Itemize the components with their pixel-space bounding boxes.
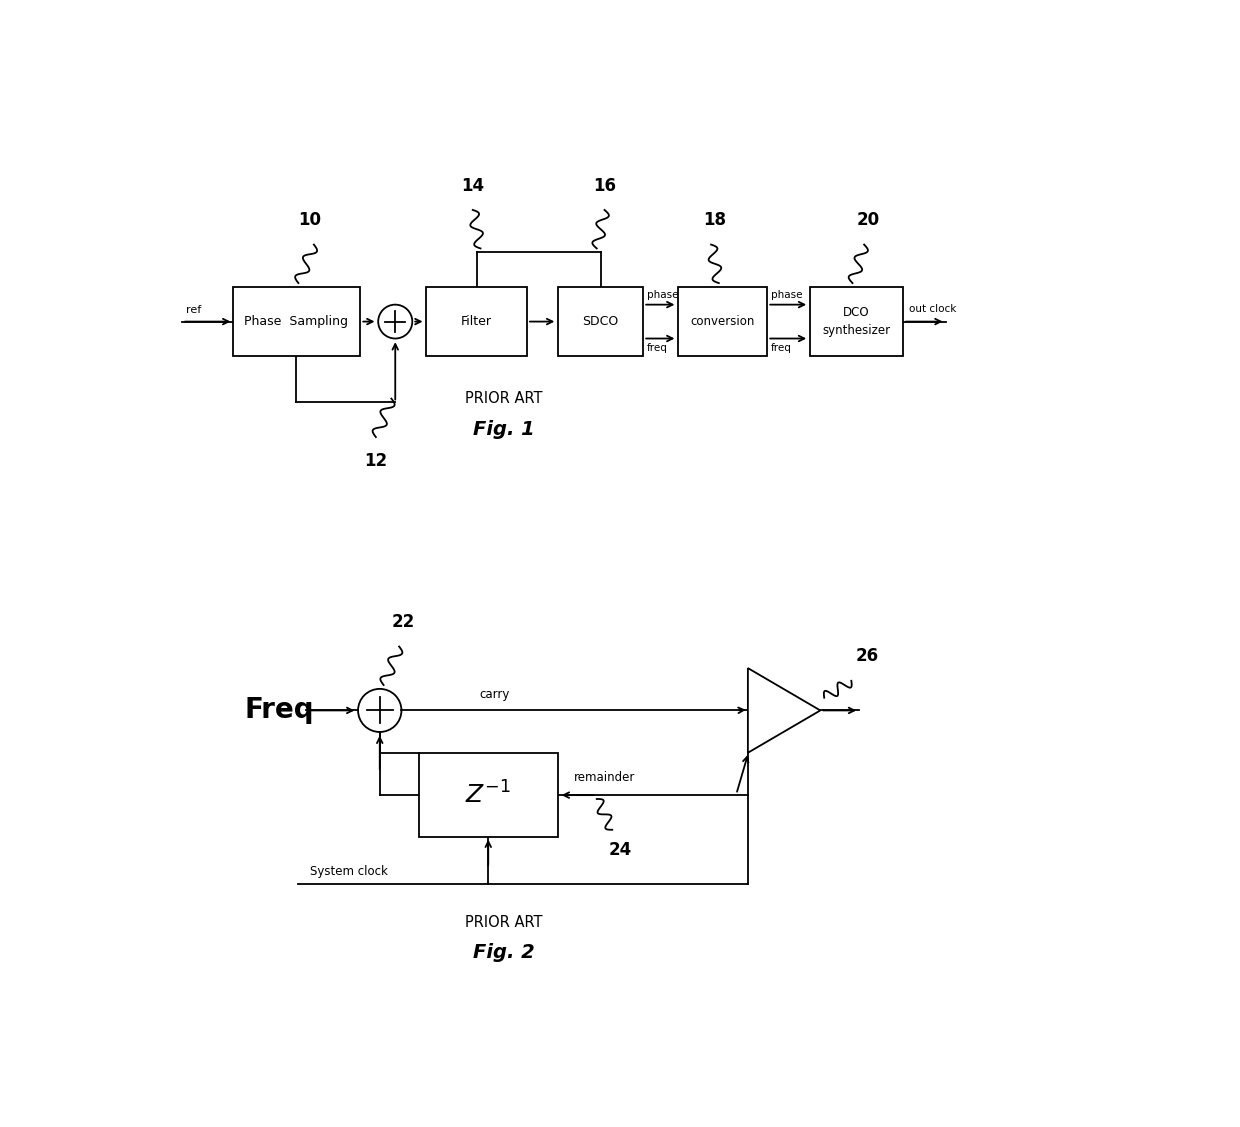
Text: 22: 22 — [392, 613, 414, 631]
Text: PRIOR ART: PRIOR ART — [465, 915, 543, 930]
Bar — [427, 287, 527, 356]
Bar — [233, 287, 361, 356]
Bar — [558, 287, 644, 356]
Text: 16: 16 — [593, 177, 616, 195]
Text: 24: 24 — [609, 842, 631, 859]
Text: ref: ref — [186, 305, 201, 316]
Text: 10: 10 — [299, 211, 321, 229]
Text: 18: 18 — [703, 211, 727, 229]
Text: System clock: System clock — [310, 864, 388, 878]
Text: remainder: remainder — [573, 771, 635, 783]
Polygon shape — [748, 668, 821, 753]
Text: SDCO: SDCO — [583, 316, 619, 328]
Text: Freq: Freq — [244, 696, 314, 725]
Text: conversion: conversion — [691, 316, 755, 328]
Text: carry: carry — [479, 689, 510, 701]
Text: 20: 20 — [857, 211, 879, 229]
Bar — [419, 753, 558, 837]
Text: Filter: Filter — [461, 316, 492, 328]
Text: freq: freq — [771, 343, 792, 353]
Text: PRIOR ART: PRIOR ART — [465, 391, 543, 406]
Text: synthesizer: synthesizer — [822, 325, 890, 337]
Text: phase: phase — [647, 290, 678, 300]
Text: Phase  Sampling: Phase Sampling — [244, 316, 348, 328]
Text: 12: 12 — [365, 452, 387, 470]
Bar — [810, 287, 903, 356]
Text: out clock: out clock — [909, 304, 956, 314]
Text: freq: freq — [647, 343, 668, 353]
Text: DCO: DCO — [843, 305, 869, 319]
Text: phase: phase — [771, 290, 802, 300]
Text: 14: 14 — [461, 177, 485, 195]
Bar — [678, 287, 768, 356]
Text: Fig. 2: Fig. 2 — [472, 943, 534, 962]
Text: $Z^{-1}$: $Z^{-1}$ — [465, 781, 511, 809]
Text: 26: 26 — [856, 647, 878, 665]
Text: Fig. 1: Fig. 1 — [472, 420, 534, 438]
